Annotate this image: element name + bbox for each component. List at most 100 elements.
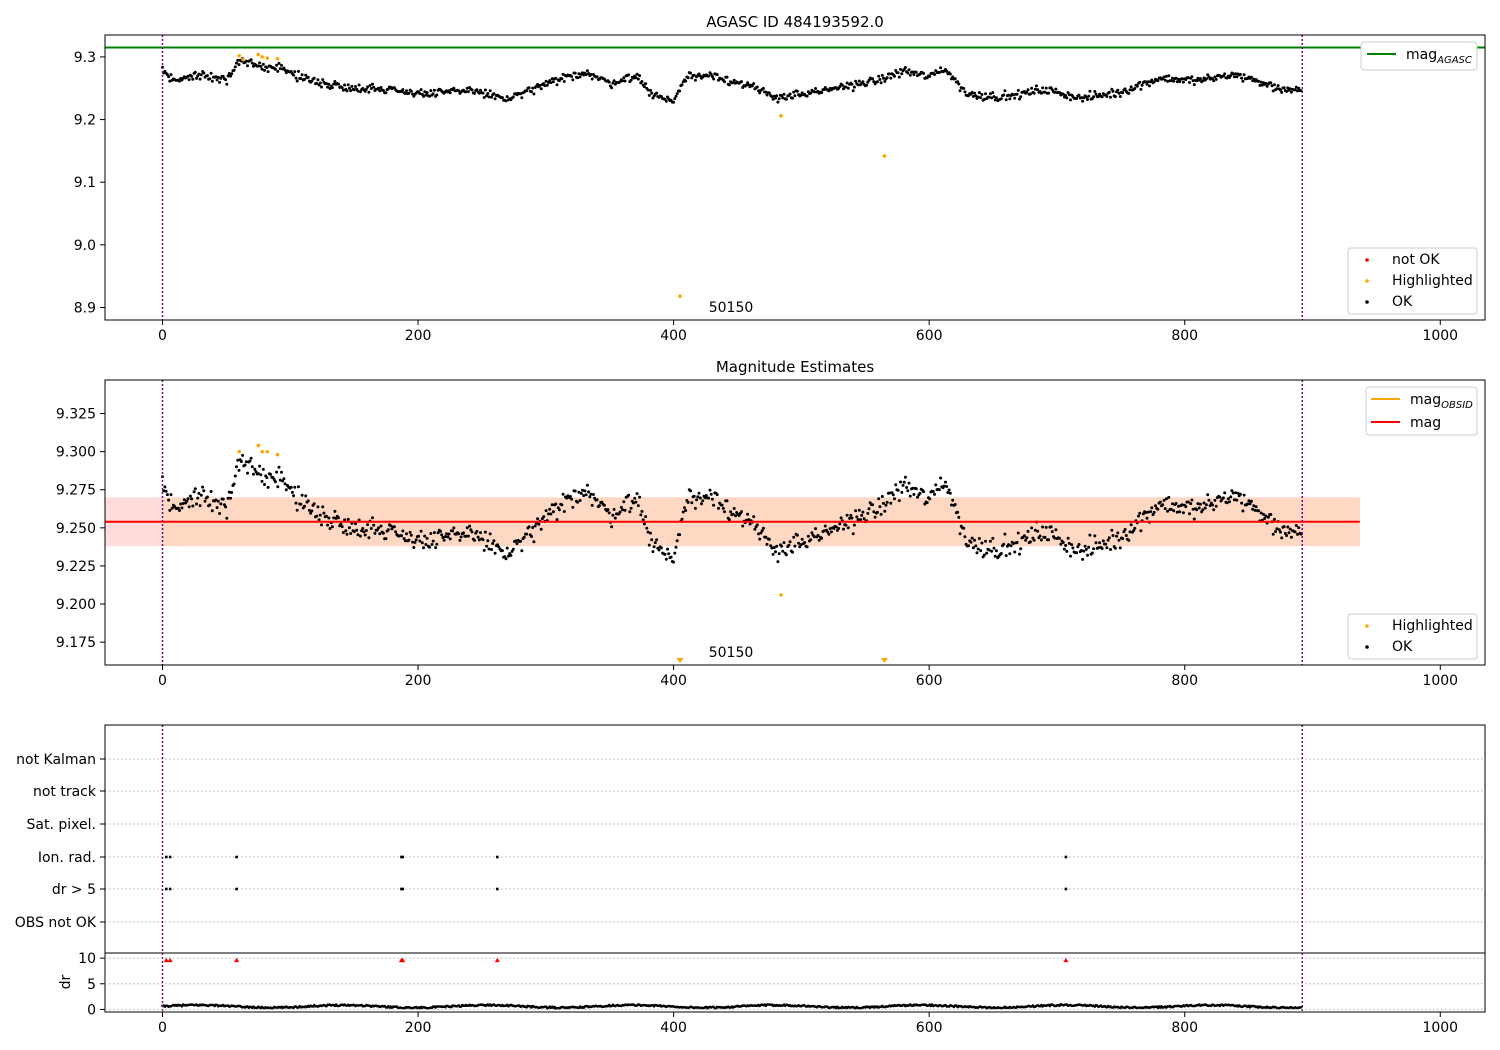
ok-point [303,504,306,508]
ok-point [933,492,936,496]
ok-point [372,523,376,527]
ok-point [197,491,201,495]
ok-point [1181,80,1185,84]
ok-point [230,72,234,76]
ok-point [1232,498,1236,502]
ok-point [432,88,436,92]
ok-point [236,458,240,462]
ok-point [1032,538,1036,542]
ok-point [946,491,950,494]
ok-point [945,485,949,488]
ok-point [401,529,405,533]
ok-point [289,70,293,73]
clipped-highlight-marker [880,658,888,663]
ok-point [576,76,580,80]
ok-point [435,542,439,546]
ok-point [1287,531,1291,535]
ok-point [1013,96,1017,100]
ok-point [715,493,719,497]
ok-point [371,82,374,86]
ok-point [800,537,804,541]
ok-point [971,95,975,98]
ok-point [879,81,883,85]
ok-point [684,79,688,83]
ok-point [1152,510,1156,514]
ok-point [1128,530,1132,534]
ok-point [196,496,200,500]
ok-point [551,510,555,514]
ok-point [764,90,768,94]
x-tick-label: 400 [660,673,687,689]
ok-point [1264,81,1268,85]
flag-point [168,855,172,859]
ok-point [690,501,694,505]
ok-point [465,526,469,530]
ok-point [290,490,294,494]
ok-point [987,95,991,99]
ok-point [481,538,485,542]
ok-point [1192,83,1196,87]
ok-point [922,490,926,494]
ok-point [316,505,320,509]
ok-point [1289,90,1293,94]
highlighted-point [260,449,264,454]
ok-point [1208,504,1212,508]
ok-point [622,500,626,504]
ok-point [1118,95,1122,98]
panel2-points [161,443,1303,663]
ok-point [893,74,896,78]
ok-point [911,486,915,490]
ok-point [851,532,855,536]
ok-point [1144,511,1148,514]
ok-point [1002,542,1006,546]
ok-point [490,548,493,551]
ok-point [678,533,682,537]
ok-point [934,483,938,487]
ok-point [306,75,310,79]
ok-point [215,78,219,82]
ok-point [1203,506,1207,510]
ok-point [369,87,373,90]
ok-point [1280,90,1284,94]
ok-point [933,73,936,76]
ok-point [878,505,882,509]
ok-point [922,71,926,75]
ok-point [199,493,203,497]
ok-point [809,91,813,95]
ok-point [1174,76,1178,80]
ok-point [590,77,594,81]
ok-point [346,83,350,87]
ok-point [277,61,281,65]
ok-point [312,502,316,506]
ok-point [826,530,830,534]
panel1-title: AGASC ID 484193592.0 [706,13,884,31]
ok-point [1235,498,1239,502]
ok-point [419,88,423,92]
ok-point [644,515,648,519]
ok-point [464,534,468,538]
ok-point [1003,89,1007,93]
ok-point [418,539,422,543]
ok-point [962,86,966,90]
ok-point [1054,528,1058,532]
ok-point [971,546,975,550]
ok-point [1186,76,1190,80]
ok-point [1151,513,1155,517]
ok-point [956,510,960,514]
dr-y-tick-label: 10 [78,951,96,967]
ok-point [977,91,981,95]
ok-point [299,77,303,80]
ok-point [636,504,640,508]
ok-point [810,531,814,535]
ok-point [1013,550,1017,554]
ok-point [589,492,593,496]
ok-point [914,487,918,491]
ok-point [527,525,531,529]
ok-point [1024,538,1028,542]
ok-point [1129,85,1133,89]
ok-point [1167,495,1171,499]
ok-point [1105,546,1109,550]
ok-point [473,538,476,542]
ok-point [581,71,584,75]
ok-point [511,95,515,99]
